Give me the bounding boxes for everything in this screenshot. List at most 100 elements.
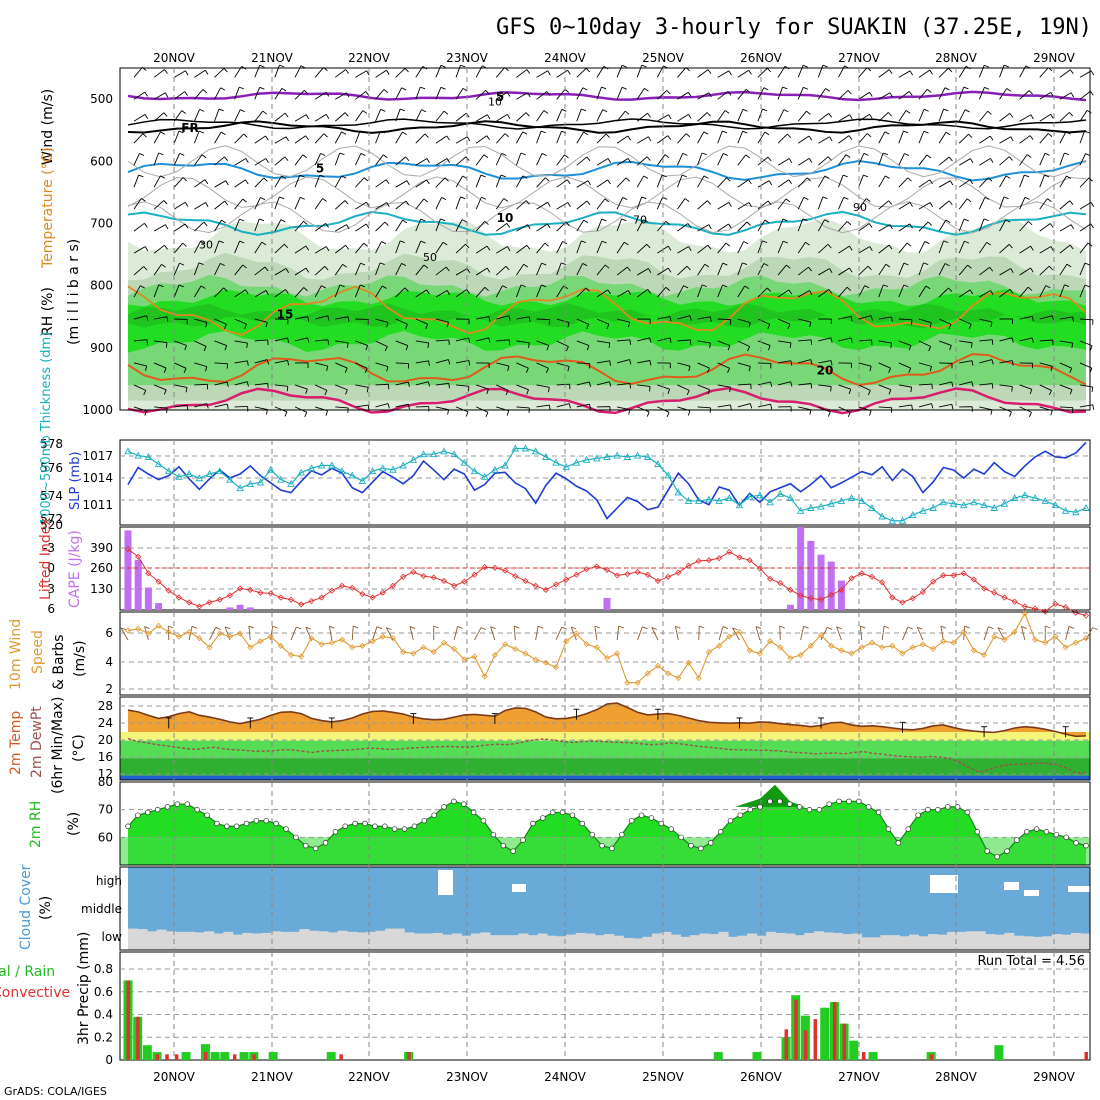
- wind-barb-flag: [989, 266, 994, 272]
- wind-barb-flag: [565, 346, 569, 352]
- wind-barb-flag: [727, 91, 732, 96]
- wind-barb-flag: [788, 158, 793, 164]
- wind-barb-flag: [827, 156, 832, 161]
- wind-barb-flag: [923, 130, 929, 134]
- wind-barb-flag: [747, 346, 751, 352]
- wind-barb: [375, 340, 388, 347]
- wind-barb-flag: [326, 365, 329, 371]
- wind-barb: [958, 218, 965, 232]
- wind-barb-flag: [568, 403, 571, 409]
- wind10m-grid: [119, 611, 1091, 696]
- cloud-label: Cloud Cover: [18, 864, 34, 950]
- low-cloud-bar: [889, 935, 901, 950]
- wind-barb-flag: [566, 179, 571, 185]
- wind-barb: [1039, 67, 1049, 78]
- wind-barb: [898, 153, 905, 166]
- wind-barb: [576, 180, 589, 188]
- wind-barb-flag: [762, 108, 768, 112]
- rh2m-marker: [421, 817, 428, 824]
- wind-barb: [194, 318, 208, 323]
- li-marker: [430, 574, 437, 581]
- wind-barb: [1039, 174, 1045, 188]
- wind-barb-flag: [808, 135, 813, 141]
- thickness-marker: [807, 504, 815, 511]
- high-cloud-gap: [438, 870, 453, 895]
- wind-barb: [1079, 70, 1092, 78]
- wind-barb: [193, 262, 200, 276]
- wind10m-marker: [889, 642, 896, 649]
- wind10m-marker: [838, 647, 845, 654]
- wind-barb-flag: [184, 223, 189, 229]
- wind-barb-flag: [586, 200, 591, 206]
- wind-barb-flag: [849, 245, 853, 251]
- wind-barb: [355, 404, 369, 408]
- wind-barb-flag: [991, 383, 994, 389]
- wind-barb-flag: [809, 290, 813, 296]
- wind-barb: [637, 384, 651, 387]
- li-marker: [695, 557, 702, 564]
- thickness-marker: [195, 474, 204, 482]
- wind-barb-flag: [604, 198, 610, 203]
- wind-barb-flag: [344, 367, 348, 373]
- rh2m-marker: [609, 845, 615, 852]
- wind-barb-flag: [286, 386, 289, 392]
- wind-barb-flag: [810, 383, 813, 389]
- axis-tick-label: 800: [90, 279, 113, 293]
- wind-barb-flag: [888, 389, 892, 395]
- wind-barb: [677, 174, 683, 188]
- t2m-unit-label: (°C): [71, 734, 87, 762]
- wind-barb-flag: [987, 177, 993, 182]
- low-cloud-bar: [851, 933, 862, 950]
- wind-barb-flag: [1069, 244, 1074, 250]
- wind-barb-flag: [706, 112, 711, 117]
- wind-barb-flag: [440, 64, 446, 68]
- wind-barb-flag: [629, 359, 632, 365]
- wind10m-marker: [787, 655, 794, 662]
- wind-barb-flag: [139, 153, 145, 156]
- date-label-bottom: 20NOV: [153, 1070, 195, 1084]
- wind-barb-flag: [708, 92, 712, 98]
- wind-barb: [435, 290, 448, 298]
- wind10m-barb-flag: [779, 625, 785, 629]
- wind-barb-flag: [185, 387, 188, 393]
- wind-barb-flag: [907, 177, 912, 182]
- wind10m-barb-flag: [940, 625, 947, 629]
- panel-frame: [119, 866, 1091, 951]
- li-marker: [675, 569, 682, 576]
- wind-barb: [818, 112, 829, 122]
- rh2m-marker: [648, 815, 655, 821]
- wind-barb: [737, 154, 747, 166]
- wind-barb: [294, 267, 307, 276]
- wind-barb-flag: [627, 290, 632, 296]
- wind10m-marker: [247, 644, 254, 651]
- wind-barb: [959, 318, 972, 325]
- wind-barb-flag: [506, 92, 511, 97]
- wind-barb-flag: [443, 110, 449, 115]
- wind-barb: [757, 180, 770, 188]
- wind-barb: [1079, 318, 1094, 321]
- rh-label: RH (%): [40, 287, 56, 336]
- rh2m-marker: [777, 798, 783, 805]
- thickness-marker: [358, 477, 367, 485]
- rh2m-marker: [796, 804, 803, 810]
- wind-barb: [556, 179, 568, 188]
- wind-barb: [777, 318, 791, 325]
- wind-barb: [697, 340, 711, 344]
- wind-barb-flag: [601, 240, 607, 244]
- wind-barb-flag: [905, 110, 911, 114]
- wind-barb-flag: [386, 70, 390, 75]
- rh2m-marker: [865, 804, 872, 810]
- wind-barb: [234, 318, 247, 325]
- wind-barb-flag: [547, 70, 551, 76]
- wind-barb-flag: [585, 287, 590, 292]
- wind-barb-flag: [1069, 200, 1074, 205]
- wind-barb-flag: [526, 389, 529, 395]
- rh2m-marker: [1043, 829, 1050, 835]
- wind10m-barb-flag: [594, 625, 601, 629]
- wind-barb: [475, 221, 486, 232]
- wind-barb: [153, 175, 161, 188]
- wind-barb-flag: [240, 109, 246, 113]
- wind-barb: [435, 359, 449, 364]
- wind-barb-flag: [688, 246, 692, 252]
- wind10m-barb: [820, 627, 828, 641]
